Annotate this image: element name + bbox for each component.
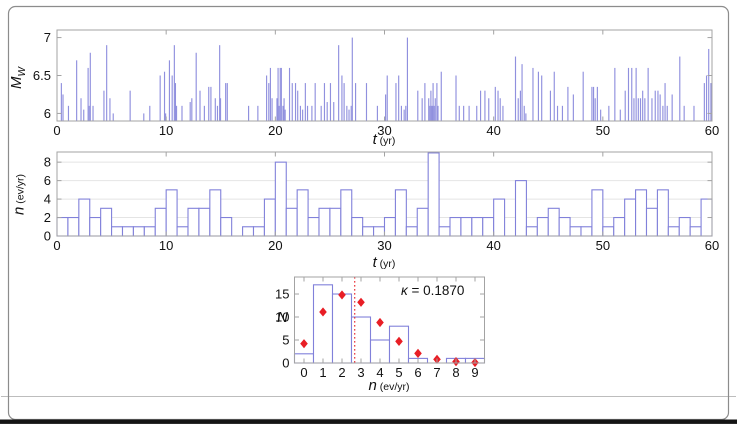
svg-text:40: 40 [486,238,500,253]
svg-text:6.5: 6.5 [33,68,51,83]
magnitude-y-label-subscript: W [17,67,28,77]
svg-text:30: 30 [377,123,391,138]
kappa-annotation: κ = 0.1870 [401,283,464,298]
svg-text:20: 20 [268,123,282,138]
svg-text:60: 60 [705,238,719,253]
magnitude-x-axis-label: t (yr) [334,131,434,150]
svg-text:0: 0 [53,123,60,138]
svg-text:4: 4 [44,192,51,207]
rate-y-axis-label: n (ev/yr) [11,155,30,235]
magnitude-stems [60,37,712,121]
svg-text:6: 6 [44,106,51,121]
rate-x-axis-label: t (yr) [334,254,434,273]
svg-text:10: 10 [275,310,289,325]
magnitude-y-axis-label: MW [8,38,32,118]
svg-text:4: 4 [376,365,383,380]
svg-text:1: 1 [319,365,326,380]
magnitude-y-label-letter: M [8,76,25,89]
svg-text:30: 30 [377,238,391,253]
svg-text:0: 0 [44,229,51,244]
rate-y-label-unit: (ev/yr) [14,174,27,207]
distribution-y-axis-label: N [277,308,288,327]
magnitude-stem-chart: 0 10 20 30 40 50 60 6 6.5 7 [33,29,719,138]
time-label-unit-1: (yr) [376,135,396,147]
svg-text:0: 0 [53,238,60,253]
time-label-letter-1: t [372,131,377,148]
svg-text:50: 50 [596,238,610,253]
svg-text:9: 9 [471,365,478,380]
svg-text:2: 2 [338,365,345,380]
kappa-symbol: κ [401,283,408,298]
svg-text:40: 40 [486,123,500,138]
svg-text:15: 15 [275,287,289,302]
svg-text:6: 6 [414,365,421,380]
svg-text:10: 10 [159,238,173,253]
svg-text:7: 7 [44,30,51,45]
distribution-y-label-letter: N [277,309,288,326]
svg-text:3: 3 [357,365,364,380]
rate-y-label-letter: n [10,206,28,216]
svg-text:8: 8 [452,365,459,380]
svg-text:8: 8 [44,155,51,170]
distribution-x-label-unit: (ev/yr) [376,381,410,393]
time-label-unit-2: (yr) [376,258,396,270]
distribution-x-label-letter: n [368,377,377,394]
svg-text:10: 10 [159,123,173,138]
svg-text:6: 6 [44,173,51,188]
svg-text:2: 2 [44,210,51,225]
distribution-x-axis-label: n (ev/yr) [329,377,449,396]
bottom-bar [0,419,737,424]
svg-text:0: 0 [300,365,307,380]
svg-text:60: 60 [705,123,719,138]
time-label-letter-2: t [372,254,377,271]
svg-text:50: 50 [596,123,610,138]
svg-text:20: 20 [268,238,282,253]
kappa-value: = 0.1870 [407,283,465,298]
figure-frame [0,5,737,424]
svg-text:7: 7 [433,365,440,380]
svg-text:5: 5 [282,333,289,348]
svg-text:5: 5 [395,365,402,380]
svg-text:0: 0 [282,356,289,371]
